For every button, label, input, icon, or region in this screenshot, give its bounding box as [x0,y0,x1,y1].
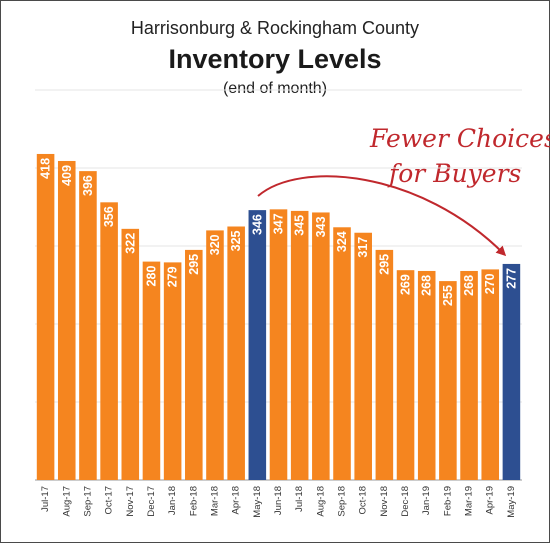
data-label-jul-17: 418 [39,158,53,179]
data-label-nov-17: 322 [123,233,137,254]
bar-sep-18 [333,227,351,480]
x-tick-dec-17: Dec-17 [146,486,157,517]
data-label-aug-17: 409 [60,165,74,186]
x-tick-sep-18: Sep-18 [337,486,348,517]
data-label-may-18: 346 [250,214,264,235]
bar-feb-18 [185,249,203,480]
data-label-may-19: 277 [504,268,518,289]
x-tick-aug-18: Aug-18 [315,486,326,517]
bar-mar-19 [460,270,478,480]
data-label-jan-18: 279 [166,266,180,287]
bar-oct-18 [354,232,372,480]
x-tick-jan-19: Jan-19 [421,486,432,515]
x-tick-dec-18: Dec-18 [400,486,411,517]
bar-jan-18 [163,262,182,480]
data-label-feb-19: 255 [441,285,455,306]
chart-subtitle: (end of month) [222,80,328,97]
x-tick-jul-18: Jul-18 [294,486,305,512]
x-tick-jun-18: Jun-18 [273,486,284,515]
annotation-line-1: Fewer Choices [370,124,550,153]
data-label-oct-17: 356 [102,206,116,227]
x-tick-mar-19: Mar-19 [464,486,475,516]
bar-may-18 [248,210,267,480]
bar-oct-17 [100,202,118,480]
x-tick-mar-18: Mar-18 [209,486,220,516]
bar-apr-18 [227,226,245,480]
data-label-jun-18: 347 [272,213,286,234]
x-tick-may-18: May-18 [252,486,263,518]
bar-sep-17 [79,171,97,480]
x-tick-nov-17: Nov-17 [125,486,136,517]
x-tick-aug-17: Aug-17 [61,486,72,517]
bar-nov-17 [121,228,140,480]
x-tick-jul-17: Jul-17 [40,486,51,512]
bar-apr-19 [481,269,500,480]
x-tick-sep-17: Sep-17 [82,486,93,517]
data-label-apr-19: 270 [483,273,497,294]
x-tick-may-19: May-19 [506,486,517,518]
x-tick-apr-19: Apr-19 [485,486,496,515]
bar-mar-18 [206,230,224,480]
bar-jun-18 [269,209,288,480]
data-label-jul-18: 345 [293,215,307,236]
bar-dec-18 [396,270,415,480]
bar-may-19 [502,263,521,480]
bar-aug-18 [312,212,330,480]
bar-jul-17 [36,153,55,480]
x-tick-feb-18: Feb-18 [188,486,199,516]
data-label-apr-18: 325 [229,230,243,251]
annotation-arrow [257,175,507,257]
data-label-dec-17: 280 [144,266,158,287]
data-label-sep-18: 324 [335,231,349,252]
x-tick-jan-18: Jan-18 [167,486,178,515]
x-tick-oct-17: Oct-17 [104,486,115,515]
bar-dec-17 [142,261,161,480]
x-tick-oct-18: Oct-18 [358,486,369,515]
data-labels: 418 409 396 356 322 280 279 295 320 325 346 347 345 3… [39,158,519,306]
bar-nov-18 [375,249,394,480]
data-label-mar-19: 268 [462,275,476,296]
x-tick-nov-18: Nov-18 [379,486,390,517]
annotation-line-2: for Buyers [389,159,522,188]
chart-heading: Inventory Levels [168,44,382,74]
data-label-feb-18: 295 [187,254,201,275]
bar-aug-17 [57,160,76,481]
data-label-dec-18: 269 [399,274,413,295]
x-tick-labels: Jul-17 Aug-17 Sep-17 Oct-17 Nov-17 Dec-17 Jan-… [40,486,517,518]
bar-jul-18 [290,210,309,480]
data-label-oct-18: 317 [356,237,370,258]
x-tick-apr-18: Apr-18 [231,486,242,515]
chart-title: Harrisonburg & Rockingham County [130,18,420,38]
x-tick-feb-19: Feb-19 [442,486,453,516]
data-label-nov-18: 295 [377,254,391,275]
data-label-aug-18: 343 [314,216,328,237]
bar-feb-19 [439,281,457,480]
data-label-jan-19: 268 [420,275,434,296]
data-label-sep-17: 396 [81,175,95,196]
bar-jan-19 [417,270,436,480]
bars [36,153,521,481]
data-label-mar-18: 320 [208,234,222,255]
